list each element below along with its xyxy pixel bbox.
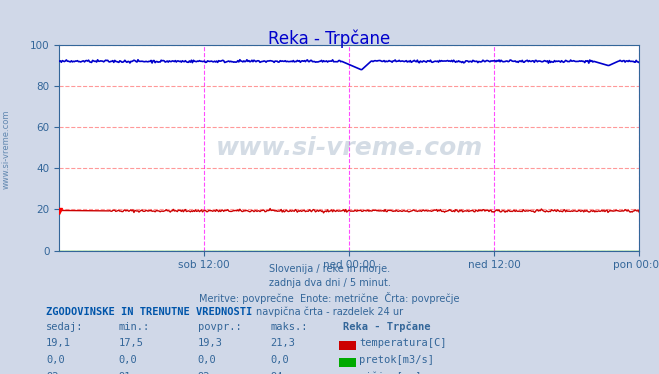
Text: 91: 91 (119, 372, 131, 374)
Text: navpična črta - razdelek 24 ur: navpična črta - razdelek 24 ur (256, 306, 403, 317)
Text: 19,1: 19,1 (46, 338, 71, 349)
Text: Reka - Trpčane: Reka - Trpčane (343, 322, 430, 332)
Text: ZGODOVINSKE IN TRENUTNE VREDNOSTI: ZGODOVINSKE IN TRENUTNE VREDNOSTI (46, 307, 252, 317)
Text: 92: 92 (46, 372, 59, 374)
Text: maks.:: maks.: (270, 322, 308, 332)
Text: zadnja dva dni / 5 minut.: zadnja dva dni / 5 minut. (269, 278, 390, 288)
Text: temperatura[C]: temperatura[C] (359, 338, 447, 349)
Text: povpr.:: povpr.: (198, 322, 241, 332)
Text: 17,5: 17,5 (119, 338, 144, 349)
Text: 0,0: 0,0 (198, 355, 216, 365)
Text: 94: 94 (270, 372, 283, 374)
Text: sedaj:: sedaj: (46, 322, 84, 332)
Text: 0,0: 0,0 (270, 355, 289, 365)
Text: Slovenija / reke in morje.: Slovenija / reke in morje. (269, 264, 390, 274)
Text: Meritve: povprečne  Enote: metrične  Črta: povprečje: Meritve: povprečne Enote: metrične Črta:… (199, 292, 460, 304)
Text: 92: 92 (198, 372, 210, 374)
Text: www.si-vreme.com: www.si-vreme.com (2, 110, 11, 189)
Text: višina[cm]: višina[cm] (359, 372, 422, 374)
Text: 21,3: 21,3 (270, 338, 295, 349)
Text: 0,0: 0,0 (119, 355, 137, 365)
Text: min.:: min.: (119, 322, 150, 332)
Text: pretok[m3/s]: pretok[m3/s] (359, 355, 434, 365)
Text: www.si-vreme.com: www.si-vreme.com (215, 136, 483, 160)
Text: Reka - Trpčane: Reka - Trpčane (268, 30, 391, 48)
Text: 0,0: 0,0 (46, 355, 65, 365)
Text: 19,3: 19,3 (198, 338, 223, 349)
